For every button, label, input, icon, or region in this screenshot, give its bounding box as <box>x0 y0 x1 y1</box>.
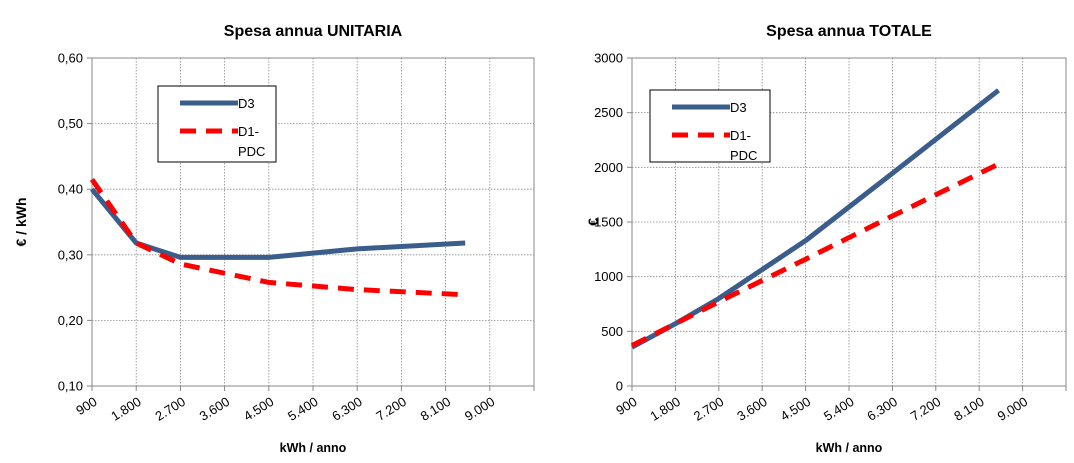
series-lines <box>630 88 1001 350</box>
data-point <box>718 298 719 299</box>
y-axis-ticks: 0,10 0,20 0,30 0,40 0,50 0,60 <box>58 51 92 394</box>
data-point <box>632 347 633 348</box>
x-tick-label: 9.000 <box>995 394 1031 424</box>
plot-border <box>91 57 535 387</box>
data-point <box>465 242 466 243</box>
data-point <box>268 282 269 283</box>
data-point <box>136 242 137 243</box>
data-point <box>998 90 999 91</box>
legend-label: D3 <box>238 96 255 111</box>
data-point <box>268 257 269 258</box>
x-tick-label: 2.700 <box>691 394 727 424</box>
legend: D3 D1-PDC <box>157 85 277 163</box>
legend-label: D3 <box>730 100 747 115</box>
data-point <box>675 323 676 324</box>
data-point <box>632 345 633 346</box>
x-tick-label: 9.000 <box>462 394 498 424</box>
x-tick-label: 4.500 <box>241 394 277 424</box>
x-axis-label: kWh / anno <box>280 441 347 455</box>
x-axis-ticks: 900 1.800 2.700 3.600 4.500 5.400 6.300 7.200 8.… <box>613 386 1067 424</box>
y-axis-ticks: 0 500 1000 1500 2000 2500 3000 <box>594 51 632 394</box>
x-tick-label: 3.600 <box>197 394 233 424</box>
y-tick-label: 1000 <box>594 269 623 284</box>
x-tick-label: 5.400 <box>821 394 857 424</box>
y-tick-label: 500 <box>601 324 623 339</box>
y-axis-label: € <box>585 218 601 226</box>
legend-label: D1-PDC <box>238 124 265 159</box>
y-tick-label: 0,50 <box>58 116 83 131</box>
legend-box <box>157 85 277 163</box>
x-tick-label: 2.700 <box>152 394 188 424</box>
data-point <box>718 301 719 302</box>
legend-box <box>649 89 771 163</box>
x-tick-label: 1.800 <box>108 394 144 424</box>
x-tick-label: 1.800 <box>647 394 683 424</box>
x-axis-ticks: 900 1.800 2.700 3.600 4.500 5.400 6.300 7.200 8.… <box>73 386 535 424</box>
x-tick-label: 900 <box>613 394 639 418</box>
data-point <box>92 179 93 180</box>
y-tick-label: 0,20 <box>58 313 83 328</box>
x-tick-label: 7.200 <box>908 394 944 424</box>
data-point <box>805 259 806 260</box>
x-tick-label: 4.500 <box>778 394 814 424</box>
chart-1: 0,10 0,20 0,30 0,40 0,50 0,60 900 1.800 2.700 3.6… <box>13 23 535 455</box>
x-tick-label: 7.200 <box>373 394 409 424</box>
data-point <box>998 164 999 165</box>
x-tick-label: 900 <box>73 394 99 418</box>
data-point <box>180 257 181 258</box>
legend: D3 D1-PDC <box>649 89 771 163</box>
y-tick-label: 0,30 <box>58 247 83 262</box>
y-tick-label: 1500 <box>594 215 623 230</box>
x-tick-label: 3.600 <box>734 394 770 424</box>
x-tick-label: 6.300 <box>864 394 900 424</box>
x-tick-label: 8.100 <box>951 394 987 424</box>
plot-border <box>631 57 1067 387</box>
x-tick-label: 8.100 <box>418 394 454 424</box>
data-point <box>180 263 181 264</box>
chart-title: Spesa annua TOTALE <box>766 23 932 40</box>
chart-2: 0 500 1000 1500 2000 2500 3000 900 1.800 2.700 3.6… <box>585 23 1067 455</box>
data-point <box>892 215 893 216</box>
series-line-d1-pdc <box>630 161 1000 348</box>
data-point <box>357 248 358 249</box>
y-tick-label: 2500 <box>594 105 623 120</box>
y-tick-label: 2000 <box>594 160 623 175</box>
x-tick-label: 6.300 <box>329 394 365 424</box>
y-tick-label: 0,40 <box>58 182 83 197</box>
y-tick-label: 0,60 <box>58 51 83 66</box>
y-tick-label: 0,10 <box>58 379 83 394</box>
x-axis-label: kWh / anno <box>816 441 883 455</box>
data-point <box>92 189 93 190</box>
y-tick-label: 0 <box>616 379 623 394</box>
data-point <box>465 294 466 295</box>
y-tick-label: 3000 <box>594 51 623 66</box>
x-tick-label: 5.400 <box>285 394 321 424</box>
data-point <box>892 173 893 174</box>
legend-label: D1-PDC <box>730 128 757 163</box>
data-point <box>357 289 358 290</box>
series-line-d1-pdc <box>89 177 466 298</box>
data-point <box>805 240 806 241</box>
y-axis-label: € / kWh <box>13 197 29 246</box>
chart-title: Spesa annua UNITARIA <box>224 23 403 40</box>
series-lines <box>89 177 466 298</box>
